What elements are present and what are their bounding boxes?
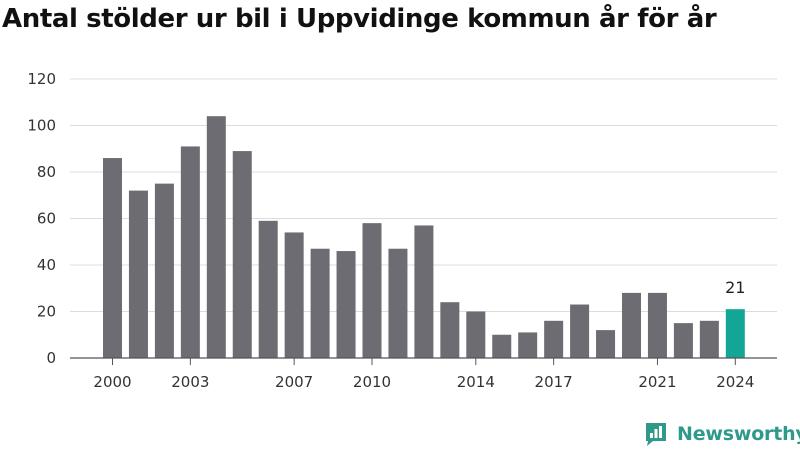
bar-2006 [258, 220, 278, 358]
bar-2018 [570, 304, 590, 358]
x-tick-label: 2017 [535, 373, 573, 391]
bar-2004 [206, 116, 226, 358]
bar-2021 [647, 292, 667, 358]
bar-2008 [310, 248, 330, 358]
bar-2002 [154, 183, 174, 358]
bar-2009 [336, 251, 356, 358]
x-tick-label: 2014 [457, 373, 495, 391]
x-tick-label: 2007 [275, 373, 313, 391]
newsworthy-brand: Newsworthy [644, 419, 800, 449]
bar-2019 [596, 330, 616, 358]
axes [70, 357, 777, 365]
x-tick-label: 2010 [353, 373, 391, 391]
brand-name: Newsworthy [677, 423, 800, 445]
chart-title: Antal stölder ur bil i Uppvidinge kommun… [2, 4, 717, 34]
newsworthy-logo-icon [646, 423, 666, 446]
bar-2024 [725, 309, 745, 358]
bar-2007 [284, 232, 304, 358]
bar-2023 [699, 320, 719, 358]
bar-2015 [492, 334, 512, 358]
bar-2003 [180, 146, 200, 358]
bar-2020 [622, 292, 641, 358]
bar-2012 [414, 225, 434, 358]
bar-2001 [128, 190, 148, 358]
x-tick-label: 2024 [716, 373, 754, 391]
bar-2016 [518, 332, 538, 358]
y-tick-label: 40 [37, 256, 56, 274]
bar-2013 [440, 302, 460, 358]
bar-2010 [362, 223, 382, 358]
bar-2011 [388, 248, 408, 358]
x-tick-label: 2021 [638, 373, 676, 391]
bar-2022 [673, 323, 693, 358]
labels: 0 20 40 60 80 100 120 21 2000 2003 2007 2010 2014 201… [27, 70, 754, 391]
bar-2014 [466, 311, 486, 358]
y-tick-label: 120 [27, 70, 56, 88]
bar-2005 [232, 151, 252, 358]
y-tick-label: 100 [27, 117, 56, 135]
bars [103, 116, 745, 358]
x-tick-label: 2000 [93, 373, 131, 391]
value-label-2024: 21 [725, 278, 745, 297]
bar-2000 [103, 158, 122, 358]
y-tick-label: 20 [37, 303, 56, 321]
y-tick-label: 60 [37, 210, 56, 228]
x-tick-label: 2003 [171, 373, 209, 391]
bar-2017 [544, 320, 564, 358]
y-tick-label: 0 [46, 349, 56, 367]
y-tick-label: 80 [37, 163, 56, 181]
